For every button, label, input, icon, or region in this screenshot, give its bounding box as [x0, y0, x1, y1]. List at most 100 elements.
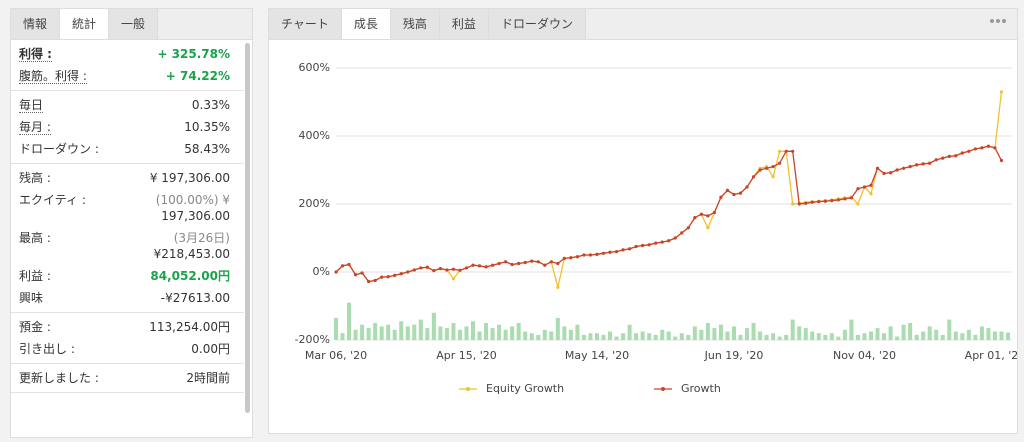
- volume-bar: [960, 333, 965, 340]
- stats-section: 残高 : ¥ 197,306.00 エクイティ : (100.00%) ¥ 197,30…: [11, 164, 244, 313]
- volume-bar: [973, 334, 978, 340]
- stat-label: 毎月 :: [19, 119, 99, 135]
- volume-bar: [927, 326, 932, 340]
- stat-label-text: 残高 :: [19, 171, 51, 185]
- stat-label-text: ドローダウン :: [19, 142, 99, 156]
- stat-value-text: 58.43%: [184, 142, 230, 156]
- stat-label: エクイティ :: [19, 192, 99, 224]
- scrollbar[interactable]: [245, 43, 250, 413]
- volume-bar: [725, 331, 730, 340]
- stats-row: 毎月 : 10.35%: [11, 116, 244, 138]
- volume-bar: [679, 333, 684, 340]
- stat-label-text: 引き出し :: [19, 342, 75, 356]
- volume-bar: [966, 329, 971, 340]
- volume-bar: [921, 331, 926, 340]
- volume-bar: [705, 323, 710, 340]
- volume-bar: [718, 324, 723, 340]
- series-point: [686, 226, 690, 230]
- stat-label: 預金 :: [19, 319, 99, 335]
- tab[interactable]: 一般: [109, 9, 159, 39]
- stat-label-text: エクイティ :: [19, 193, 86, 207]
- chart-tabs: チャート 成長 残高 利益 ドローダウン: [269, 9, 1017, 40]
- volume-bar: [438, 326, 443, 340]
- series-point: [569, 256, 573, 260]
- series-point: [634, 244, 638, 249]
- series-point: [882, 171, 886, 175]
- tab[interactable]: チャート: [269, 9, 342, 39]
- stats-tabs: 情報 統計 一般: [11, 9, 252, 40]
- tab[interactable]: 残高: [390, 9, 440, 39]
- volume-bar: [399, 321, 404, 340]
- x-tick-label: Apr 15, '20: [436, 349, 497, 362]
- series-point: [817, 200, 821, 204]
- volume-bar: [934, 329, 939, 340]
- tab[interactable]: 統計: [60, 9, 110, 39]
- volume-bar: [660, 329, 665, 340]
- stat-value: + 325.78%: [157, 46, 230, 62]
- series-point: [862, 185, 867, 189]
- x-tick-label: Jun 19, '20: [704, 349, 764, 362]
- volume-bar: [444, 328, 449, 340]
- series-point: [849, 196, 854, 200]
- series-point: [954, 154, 958, 158]
- series-point: [960, 151, 964, 155]
- volume-bar: [347, 302, 352, 340]
- stat-value: ¥ 197,306.00: [150, 170, 230, 186]
- volume-bar: [477, 331, 482, 340]
- volume-bar: [627, 324, 632, 340]
- series-point: [758, 168, 762, 172]
- volume-bar: [425, 328, 430, 340]
- series-point: [451, 277, 456, 281]
- series-point: [804, 201, 808, 205]
- volume-bar: [464, 326, 469, 340]
- stats-row: 更新しました : 2時間前: [11, 367, 244, 389]
- volume-bar: [621, 333, 626, 340]
- series-point: [549, 260, 553, 264]
- series-point: [340, 264, 345, 268]
- series-point: [399, 272, 403, 276]
- stats-row: 毎日 0.33%: [11, 94, 244, 116]
- series-point: [360, 271, 364, 275]
- volume-bar: [842, 329, 847, 340]
- stat-label: 引き出し :: [19, 341, 99, 357]
- volume-bar: [366, 328, 371, 340]
- x-tick-label: Apr 01, '21: [965, 349, 1017, 362]
- volume-bar: [418, 319, 423, 340]
- stat-value-text: 197,306.00: [161, 209, 230, 223]
- volume-bar: [601, 334, 606, 340]
- more-menu[interactable]: [989, 17, 1007, 25]
- series-point: [536, 260, 540, 264]
- stat-label: 毎日: [19, 97, 99, 113]
- series-point: [843, 197, 847, 201]
- tab[interactable]: 成長: [341, 9, 391, 39]
- tab[interactable]: 情報: [11, 9, 61, 39]
- volume-bar: [992, 331, 997, 340]
- series-point: [895, 168, 899, 172]
- volume-bar: [862, 333, 867, 340]
- stat-note: (100.00%) ¥: [155, 193, 230, 207]
- volume-bar: [947, 319, 952, 340]
- volume-bar: [555, 317, 560, 340]
- volume-bar: [503, 329, 508, 340]
- volume-bar: [673, 336, 678, 340]
- series-point: [791, 202, 795, 206]
- volume-bar: [594, 333, 599, 340]
- tab[interactable]: ドローダウン: [488, 9, 586, 39]
- series-point: [458, 268, 462, 272]
- stat-value-text: 84,052.00円: [150, 269, 230, 283]
- stats-row: 残高 : ¥ 197,306.00: [11, 167, 244, 189]
- volume-bar: [771, 333, 776, 340]
- volume-bar: [614, 336, 619, 340]
- volume-bar: [764, 334, 769, 340]
- volume-bar: [692, 326, 697, 340]
- series-point: [797, 202, 801, 206]
- series-point: [823, 199, 827, 203]
- series-point: [993, 146, 997, 150]
- tab[interactable]: 利益: [439, 9, 489, 39]
- legend-label: Growth: [681, 382, 721, 395]
- series-point: [373, 278, 377, 283]
- volume-bar: [497, 324, 502, 340]
- volume-bar: [373, 323, 378, 340]
- x-tick-label: Nov 04, '20: [833, 349, 896, 362]
- stat-value: + 74.22%: [166, 68, 230, 84]
